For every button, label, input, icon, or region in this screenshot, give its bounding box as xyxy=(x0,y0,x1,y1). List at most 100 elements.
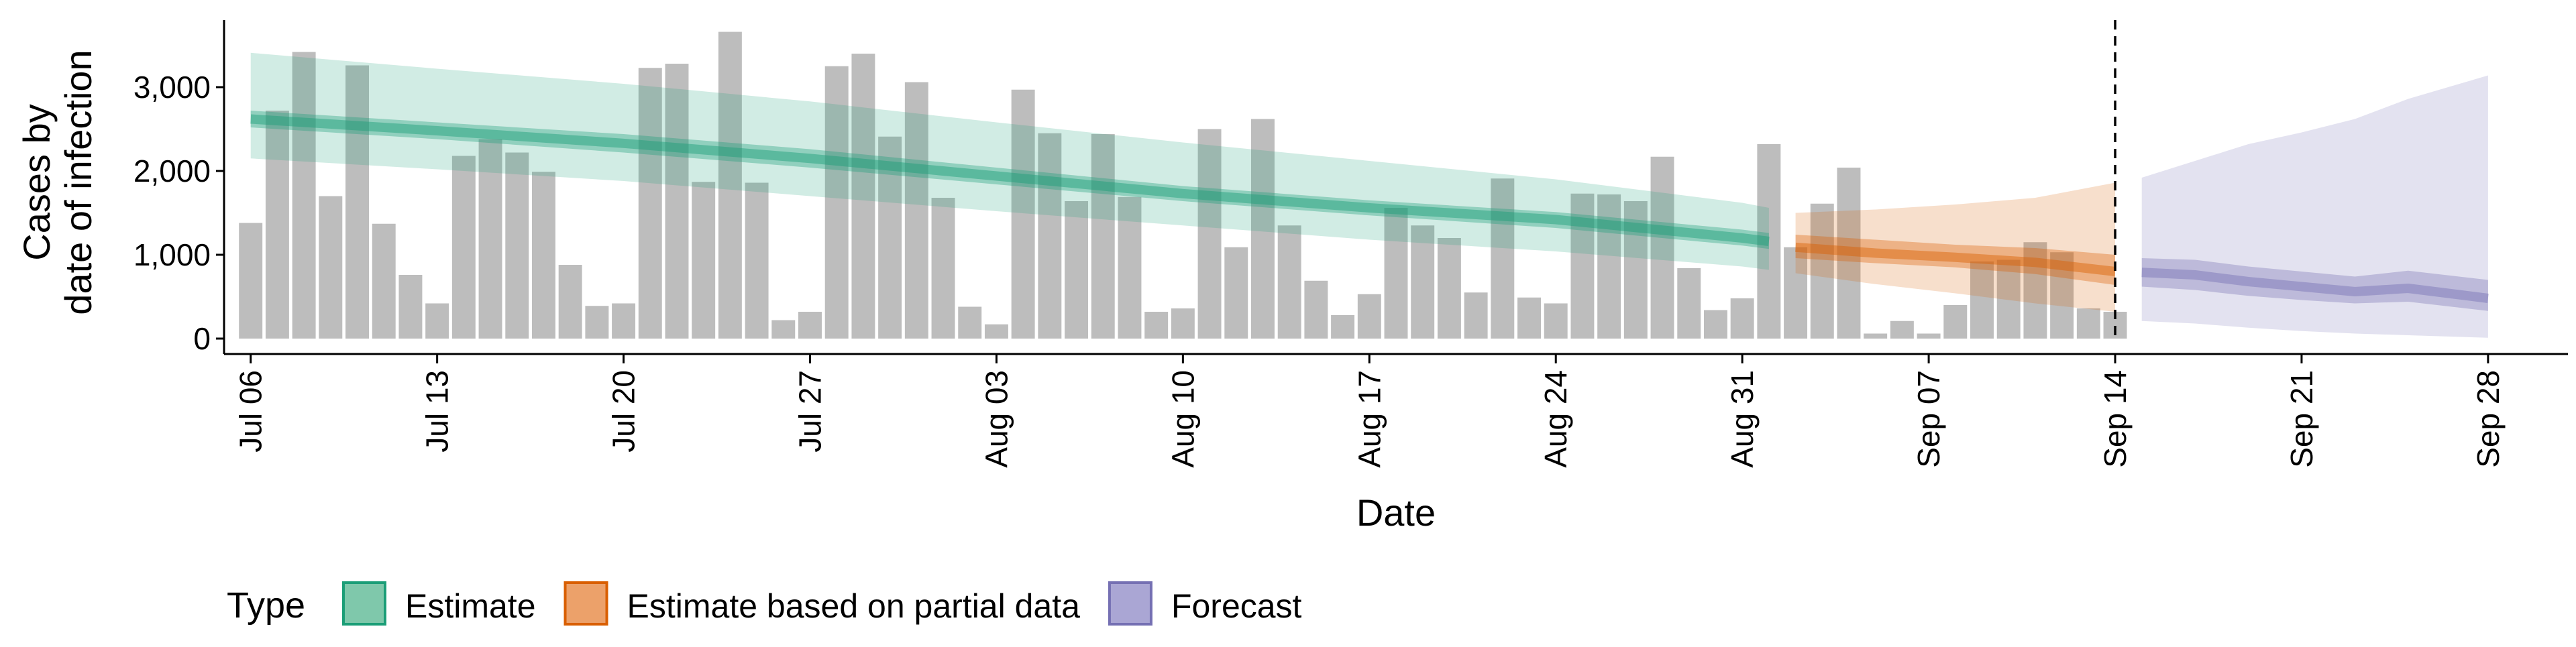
case-bar xyxy=(531,172,555,339)
case-bar xyxy=(958,306,982,339)
case-bar xyxy=(1464,292,1488,339)
y-tick-label: 0 xyxy=(193,321,211,356)
band-90 xyxy=(250,52,1769,270)
case-bar xyxy=(1917,333,1941,339)
x-tick-label: Aug 31 xyxy=(1725,370,1760,468)
median-line xyxy=(250,114,1770,246)
case-bar xyxy=(451,156,476,339)
ribbons-layer xyxy=(250,52,2489,338)
case-bar xyxy=(1677,268,1701,339)
case-bar xyxy=(1357,294,1381,339)
legend-key xyxy=(1108,581,1152,626)
case-bar xyxy=(1784,247,1808,339)
case-bar xyxy=(1251,119,1275,339)
legend-title: Type xyxy=(227,585,305,626)
case-bar xyxy=(1411,225,1435,339)
case-bar xyxy=(1331,315,1355,339)
case-bar xyxy=(1491,178,1515,339)
case-bar xyxy=(984,324,1008,339)
case-bar xyxy=(1810,203,1834,339)
case-bar xyxy=(425,303,449,339)
case-bar xyxy=(372,223,396,339)
band-50 xyxy=(2141,258,2488,311)
x-tick-label: Aug 10 xyxy=(1165,370,1200,468)
bars-layer xyxy=(239,32,2127,339)
x-tick-label: Jul 06 xyxy=(233,370,268,453)
case-bar xyxy=(1118,196,1142,339)
axes-layer xyxy=(223,20,2568,355)
x-tick-label: Jul 20 xyxy=(606,370,641,453)
case-bar xyxy=(1038,133,1062,339)
case-bar xyxy=(931,198,955,339)
case-bar xyxy=(1304,280,1328,339)
legend-key xyxy=(564,581,608,626)
y-axis-title-line-2: date of infection xyxy=(57,50,99,314)
y-axis-title-line-1: Cases by xyxy=(15,104,58,260)
case-bar xyxy=(1890,320,1914,339)
legend-label: Estimate based on partial data xyxy=(627,587,1081,625)
x-axis-title: Date xyxy=(1356,491,1436,534)
case-bar xyxy=(1996,259,2021,339)
case-bar xyxy=(1224,247,1248,339)
case-bar xyxy=(292,52,316,339)
median-line xyxy=(2141,268,2489,303)
x-tick-label: Sep 07 xyxy=(1911,370,1946,468)
case-bar xyxy=(1171,308,1195,339)
case-bar xyxy=(1517,297,1541,339)
case-bar xyxy=(745,182,769,339)
case-bar xyxy=(1197,129,1222,339)
case-bar xyxy=(265,111,289,339)
median-line xyxy=(1795,242,2116,276)
case-bar xyxy=(1943,305,1968,339)
case-bar xyxy=(1597,194,1621,339)
band-50 xyxy=(1795,235,2115,285)
y-ticks: 0 1,000 2,000 3,000 xyxy=(133,70,224,356)
case-bar xyxy=(1437,238,1461,339)
case-bar xyxy=(1703,310,1727,339)
case-bar xyxy=(1837,168,1861,339)
case-bar xyxy=(798,312,822,339)
case-bar xyxy=(1277,225,1301,339)
case-bar xyxy=(638,68,662,339)
case-bar xyxy=(1864,333,1888,339)
case-bar xyxy=(1730,298,1754,339)
legend-label: Forecast xyxy=(1171,587,1302,625)
x-tick-label: Aug 24 xyxy=(1538,370,1573,468)
case-bar xyxy=(1544,303,1568,339)
case-bar xyxy=(505,152,529,339)
case-bar xyxy=(1144,312,1169,339)
case-bar xyxy=(878,136,902,339)
y-tick-label: 3,000 xyxy=(133,70,211,105)
case-bar xyxy=(558,265,582,339)
case-bar xyxy=(345,65,369,339)
case-bar xyxy=(239,223,263,339)
case-bar xyxy=(2023,242,2047,339)
legend: Type Estimate Estimate based on partial d… xyxy=(227,581,1302,626)
case-bar xyxy=(771,320,796,339)
x-ticks: Jul 06 Jul 13 Jul 20 Jul 27 Aug 03 Aug 10 Aug … xyxy=(233,354,2506,468)
band-90 xyxy=(1795,182,2115,312)
case-bar xyxy=(692,182,716,339)
x-tick-label: Sep 28 xyxy=(2471,370,2506,468)
case-bar xyxy=(1970,261,1994,339)
case-bar xyxy=(824,66,849,339)
x-tick-label: Aug 17 xyxy=(1352,370,1387,468)
case-bar xyxy=(1065,201,1089,339)
band-50 xyxy=(250,111,1769,249)
case-bar xyxy=(718,32,742,339)
case-bar xyxy=(319,196,343,339)
case-bar xyxy=(851,54,875,339)
x-tick-label: Aug 03 xyxy=(979,370,1014,468)
case-bar xyxy=(2076,308,2100,339)
case-bar xyxy=(478,139,502,339)
band-90 xyxy=(2141,75,2488,338)
x-tick-label: Sep 21 xyxy=(2284,370,2319,468)
x-tick-label: Jul 13 xyxy=(420,370,455,453)
case-bar xyxy=(398,275,423,339)
x-tick-label: Jul 27 xyxy=(793,370,828,453)
case-bar xyxy=(1650,156,1674,339)
case-bar xyxy=(1757,144,1781,339)
y-tick-label: 2,000 xyxy=(133,154,211,188)
